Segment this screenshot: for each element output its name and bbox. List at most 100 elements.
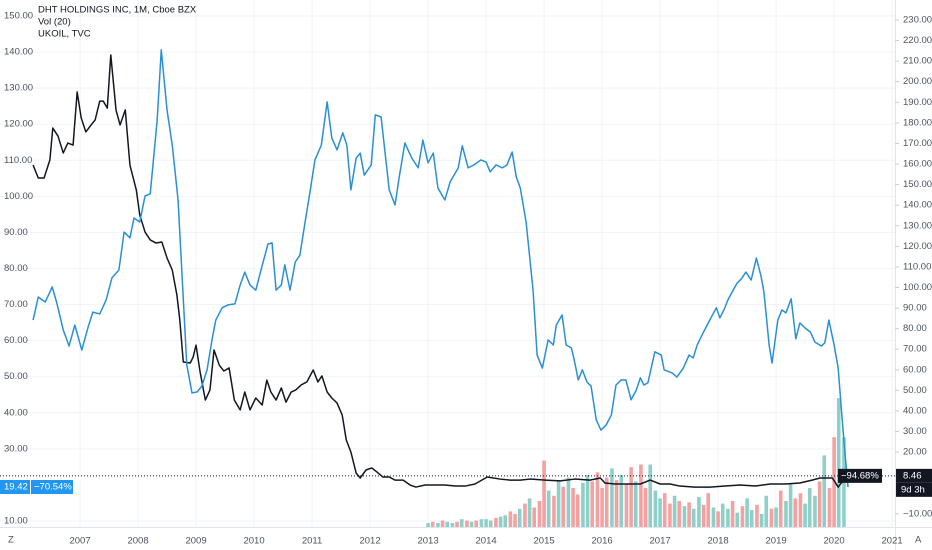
- volume-bar: [556, 480, 561, 527]
- y-tick-label: 10.00: [4, 515, 28, 526]
- x-tick-label: 2008: [127, 536, 148, 547]
- volume-bar: [648, 464, 653, 527]
- volume-bar: [639, 464, 643, 527]
- series-line: [32, 49, 849, 488]
- x-tick-label: 2009: [185, 536, 206, 547]
- volume-bar: [759, 513, 764, 527]
- volume-bar: [600, 487, 604, 527]
- y-tick-label: 90.00: [4, 227, 28, 238]
- y-tick-label: 110.00: [4, 155, 32, 166]
- volume-bar: [672, 495, 677, 527]
- x-tick-label: 2018: [708, 536, 729, 547]
- y2-tick-label: 50.00: [903, 385, 927, 396]
- volume-bar: [677, 500, 682, 527]
- volume-bar: [575, 494, 580, 527]
- labels: 150.00 140.00 130.00 120.00 110.00 100.00 90.0…: [0, 11, 932, 547]
- countdown-box: [896, 482, 932, 497]
- volume-bar: [465, 520, 469, 527]
- change-label: −70.54%: [34, 482, 72, 493]
- y2-tick-label: 20.00: [903, 447, 927, 458]
- volume-bar: [668, 503, 672, 527]
- volume-bar: [527, 498, 532, 527]
- change-label-box: [31, 479, 73, 494]
- y2-tick-label: 40.00: [903, 405, 927, 416]
- y2-tick-label: 110.00: [903, 261, 931, 272]
- x-tick-label: 2012: [359, 536, 380, 547]
- volume-bar: [561, 486, 566, 527]
- volume-bar: [778, 490, 783, 527]
- x-tick-label: 2013: [417, 536, 438, 547]
- volume-bar: [726, 508, 730, 527]
- legend-entry: DHT HOLDINGS INC, 1M, Cboe BZX: [38, 5, 197, 16]
- volume-bar: [537, 500, 542, 527]
- volume-bar: [745, 498, 749, 527]
- volume-bar: [469, 521, 474, 527]
- volume-bar: [788, 484, 793, 527]
- x-tick-label: 2010: [243, 536, 264, 547]
- y2-tick-label: 230.00: [903, 15, 932, 26]
- volume-bar: [629, 467, 633, 527]
- volume-bar: [546, 490, 551, 527]
- volume-bar: [836, 398, 841, 527]
- volume-bar: [513, 513, 517, 527]
- volume-bar: [494, 517, 498, 527]
- volume-bar: [488, 520, 493, 527]
- volume-bar: [517, 508, 522, 527]
- change-label-box: [838, 468, 882, 483]
- volume-bar: [749, 510, 754, 527]
- y2-tick-label: −10.00: [903, 508, 932, 519]
- x-tick-label: 2011: [302, 536, 322, 547]
- volume-bar: [590, 481, 595, 527]
- y-tick-label: 70.00: [4, 299, 28, 310]
- volume-bar: [498, 516, 503, 527]
- volume-bar: [740, 506, 745, 527]
- volume-bar: [764, 495, 769, 527]
- y2-tick-label: 210.00: [903, 56, 932, 67]
- x-tick-label: 2007: [69, 536, 90, 547]
- volume-bar: [426, 523, 430, 527]
- x-tick-label: 2017: [650, 536, 671, 547]
- volume-bar: [604, 477, 609, 527]
- y2-tick-label: 80.00: [903, 323, 927, 334]
- volume-bar: [803, 503, 807, 527]
- volume-bar: [474, 520, 479, 527]
- legend-entry: UKOIL, TVC: [38, 29, 91, 40]
- x-tick-label: 2014: [476, 536, 497, 547]
- button[interactable]: A: [915, 535, 922, 546]
- volume-bar: [585, 474, 590, 527]
- volume-bar: [701, 504, 706, 527]
- y-tick-label: 130.00: [4, 83, 33, 94]
- volume-bar: [730, 500, 735, 527]
- volume-bar: [817, 481, 822, 527]
- y-tick-label: 150.00: [4, 11, 33, 22]
- volume-bar: [653, 490, 658, 527]
- volume-bar: [697, 497, 701, 527]
- price-label-box: [896, 468, 932, 483]
- y2-tick-label: 70.00: [903, 344, 927, 355]
- volume-bar: [566, 477, 571, 527]
- volume-bar: [571, 487, 575, 527]
- volume-bar: [455, 521, 459, 527]
- price-label: 8.46: [903, 470, 922, 481]
- volume-bar: [658, 498, 662, 527]
- volume-bar: [445, 521, 450, 527]
- volume-bar: [619, 474, 624, 527]
- y-tick-label: 30.00: [4, 443, 28, 454]
- volume-bar: [436, 523, 440, 527]
- y2-tick-label: 30.00: [903, 426, 927, 437]
- volume-bar: [793, 498, 798, 527]
- y-tick-label: 120.00: [4, 119, 33, 130]
- y-tick-label: 40.00: [4, 407, 28, 418]
- x-tick-label: 2019: [766, 536, 787, 547]
- volume-bar: [581, 482, 585, 527]
- button[interactable]: Z: [8, 535, 14, 546]
- y2-tick-label: 140.00: [903, 200, 932, 211]
- volume-bar: [610, 468, 614, 527]
- y2-tick-label: 130.00: [903, 220, 932, 231]
- x-tick-label: 2021: [882, 536, 903, 547]
- countdown-label: 9d 3h: [901, 484, 925, 495]
- volume-bar: [813, 495, 817, 527]
- volume-bar: [691, 508, 696, 527]
